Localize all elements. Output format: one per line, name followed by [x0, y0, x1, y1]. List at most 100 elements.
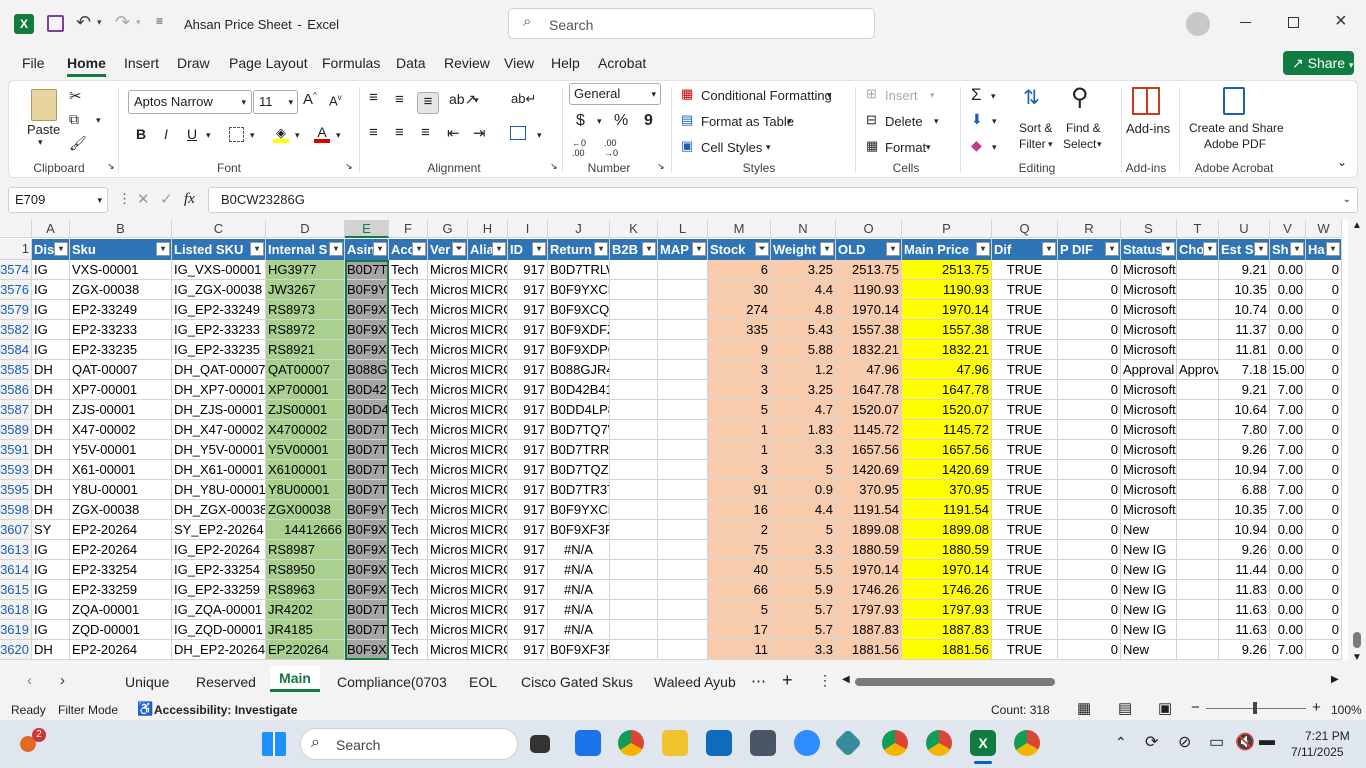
table-cell[interactable]: 7.00 — [1270, 380, 1306, 400]
table-cell[interactable]: Microsoft — [1121, 320, 1177, 340]
table-cell[interactable]: 0 — [1306, 320, 1342, 340]
table-cell[interactable] — [1177, 520, 1219, 540]
table-header-cell[interactable]: Sku ▾ — [70, 239, 172, 260]
table-cell[interactable]: 7.00 — [1270, 480, 1306, 500]
filter-dropdown-icon[interactable]: ▾ — [692, 242, 706, 256]
row-header[interactable]: 3584 — [0, 340, 32, 360]
table-cell[interactable]: Microsoft — [428, 400, 468, 420]
autosum-icon[interactable]: Σ — [971, 85, 982, 104]
table-cell[interactable]: 5.7 — [771, 600, 836, 620]
table-cell[interactable]: #N/A — [548, 580, 610, 600]
table-cell[interactable]: 11.63 — [1219, 620, 1270, 640]
table-cell[interactable]: DH — [32, 400, 70, 420]
table-cell[interactable]: 1657.56 — [902, 440, 992, 460]
table-cell[interactable]: Microsoft — [428, 460, 468, 480]
cancel-formula-icon[interactable]: ✕ — [137, 191, 150, 208]
table-cell[interactable]: IG — [32, 600, 70, 620]
table-cell[interactable]: 1557.38 — [902, 320, 992, 340]
column-header-v[interactable]: V — [1270, 220, 1306, 238]
table-cell[interactable]: 1647.78 — [902, 380, 992, 400]
table-cell[interactable]: DH — [32, 500, 70, 520]
table-cell[interactable] — [610, 440, 658, 460]
status-accessibility[interactable]: Accessibility: Investigate — [154, 703, 298, 717]
table-cell[interactable]: 0 — [1058, 360, 1121, 380]
cell-styles-dropdown-icon[interactable]: ▾ — [766, 142, 771, 152]
alignment-launcher-icon[interactable]: ↘ — [550, 161, 558, 171]
table-cell[interactable]: Microsoft — [428, 520, 468, 540]
table-cell[interactable]: 1145.72 — [836, 420, 902, 440]
table-cell[interactable]: Tech — [389, 520, 428, 540]
filter-dropdown-icon[interactable]: ▾ — [54, 242, 68, 256]
table-header-cell[interactable]: Sh ▾ — [1270, 239, 1306, 260]
decrease-indent-icon[interactable]: ⇤ — [447, 125, 460, 142]
currency-dropdown-icon[interactable]: ▾ — [597, 116, 602, 126]
table-cell[interactable]: 4.7 — [771, 400, 836, 420]
align-left-icon[interactable]: ≡ — [369, 124, 378, 141]
menu-home[interactable]: Home — [67, 55, 106, 77]
column-header-s[interactable]: S — [1121, 220, 1177, 238]
tab-cisco-gated-skus[interactable]: Cisco Gated Skus — [521, 674, 634, 690]
scroll-tabs-right-icon[interactable]: › — [60, 672, 65, 689]
file-explorer-icon[interactable] — [662, 730, 688, 756]
display-tray-icon[interactable]: ▭ — [1209, 734, 1225, 751]
table-cell[interactable]: 1190.93 — [902, 280, 992, 300]
table-cell[interactable]: B0D42B41WS — [548, 380, 610, 400]
filter-dropdown-icon[interactable]: ▾ — [1290, 242, 1304, 256]
table-cell[interactable]: 0 — [1306, 360, 1342, 380]
table-cell[interactable]: 10.94 — [1219, 520, 1270, 540]
table-cell[interactable]: Microsoft — [1121, 400, 1177, 420]
table-cell[interactable]: 0 — [1058, 640, 1121, 660]
table-cell[interactable]: B0F9XF3PQR — [345, 640, 389, 660]
format-cells-button[interactable]: Format — [885, 140, 927, 155]
table-cell[interactable]: JR4185 — [266, 620, 345, 640]
redo-icon[interactable]: ↷ — [115, 12, 131, 32]
sort-filter-label-1[interactable]: Sort & — [1019, 121, 1053, 135]
table-cell[interactable]: 917 — [508, 400, 548, 420]
table-cell[interactable] — [610, 260, 658, 280]
calculator-icon[interactable] — [750, 730, 776, 756]
table-cell[interactable]: Microsoft — [1121, 260, 1177, 280]
tab-reserved[interactable]: Reserved — [196, 674, 256, 690]
column-header-r[interactable]: R — [1058, 220, 1121, 238]
table-cell[interactable]: 10.94 — [1219, 460, 1270, 480]
table-cell[interactable]: B0F9XDFZ2N — [345, 580, 389, 600]
align-top-icon[interactable]: ≡ — [369, 89, 378, 106]
table-cell[interactable]: Tech — [389, 260, 428, 280]
table-cell[interactable]: Microsoft — [428, 320, 468, 340]
filter-dropdown-icon[interactable]: ▾ — [1254, 242, 1268, 256]
row-header[interactable]: 3585 — [0, 360, 32, 380]
table-cell[interactable] — [1177, 620, 1219, 640]
table-cell[interactable]: Microsoft — [1121, 340, 1177, 360]
confirm-formula-icon[interactable]: ✓ — [160, 191, 173, 208]
table-header-cell[interactable]: Est S ▾ — [1219, 239, 1270, 260]
column-header-u[interactable]: U — [1219, 220, 1270, 238]
menu-page-layout[interactable]: Page Layout — [229, 55, 308, 71]
insert-cells-dropdown-icon[interactable]: ▾ — [930, 90, 935, 100]
formula-expand-icon[interactable]: ⌄ — [1342, 194, 1351, 205]
row-header[interactable]: 3576 — [0, 280, 32, 300]
paste-icon[interactable] — [31, 89, 57, 121]
borders-dropdown-icon[interactable]: ▾ — [250, 130, 255, 140]
table-cell[interactable] — [658, 580, 708, 600]
horizontal-scrollbar[interactable]: ◀ ▶ — [840, 672, 1345, 692]
table-cell[interactable] — [610, 340, 658, 360]
weather-widget-icon[interactable] — [20, 736, 36, 752]
table-cell[interactable]: 5.9 — [771, 580, 836, 600]
table-cell[interactable]: 0 — [1058, 540, 1121, 560]
find-select-label-1[interactable]: Find & — [1066, 121, 1101, 135]
table-cell[interactable]: Tech — [389, 500, 428, 520]
row-header[interactable]: 3619 — [0, 620, 32, 640]
table-cell[interactable] — [610, 580, 658, 600]
insert-cells-icon[interactable]: ⊞ — [866, 86, 877, 101]
table-cell[interactable]: 0.9 — [771, 480, 836, 500]
row-header[interactable]: 3591 — [0, 440, 32, 460]
table-cell[interactable]: 917 — [508, 300, 548, 320]
clear-dropdown-icon[interactable]: ▾ — [992, 142, 997, 152]
table-cell[interactable]: EP2-33254 — [70, 560, 172, 580]
table-cell[interactable]: 0 — [1306, 580, 1342, 600]
table-cell[interactable]: 0 — [1306, 480, 1342, 500]
copy-icon[interactable]: ⧉ — [69, 111, 79, 127]
table-cell[interactable]: EP2-20264 — [70, 520, 172, 540]
table-cell[interactable]: 1797.93 — [902, 600, 992, 620]
table-header-cell[interactable]: ID ▾ — [508, 239, 548, 260]
